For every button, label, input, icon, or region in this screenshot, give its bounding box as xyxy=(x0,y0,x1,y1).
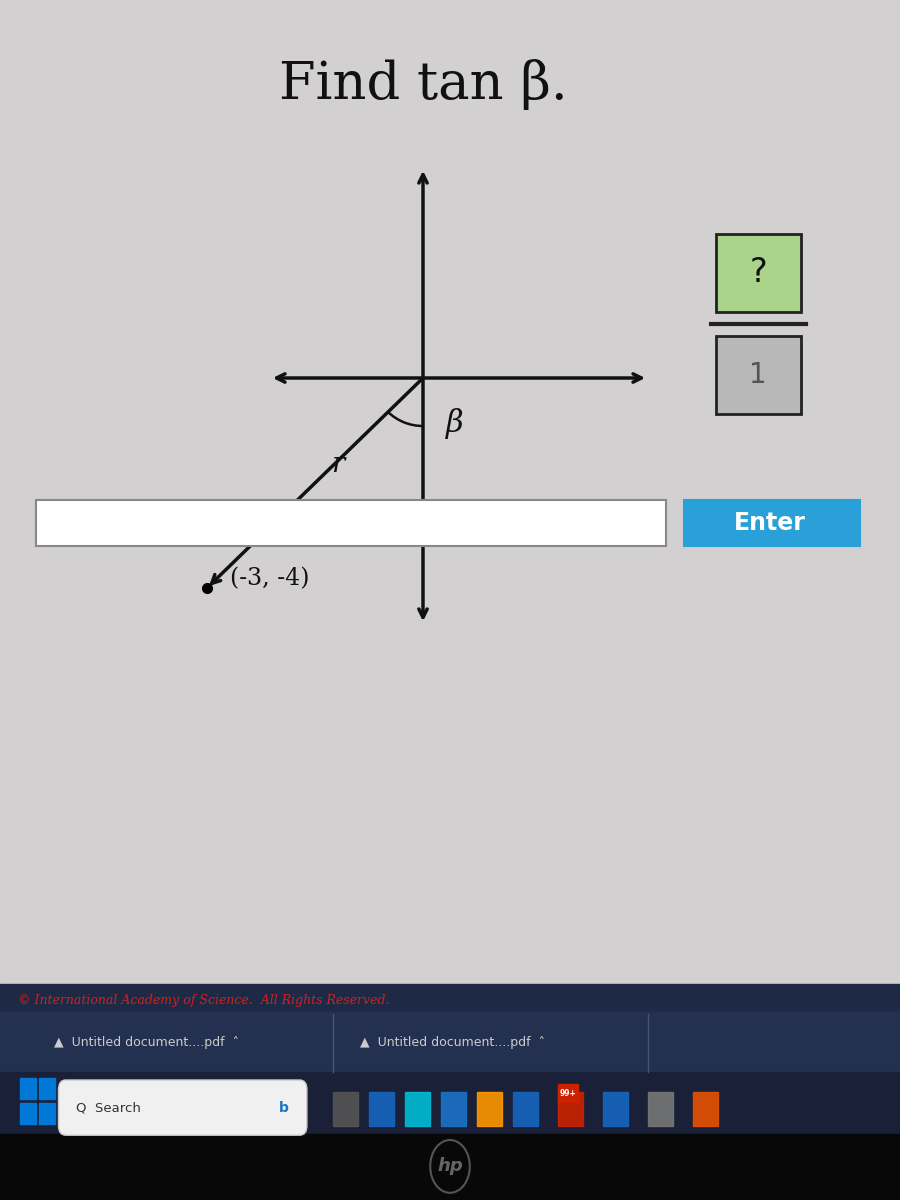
Text: b: b xyxy=(279,1100,288,1115)
Bar xyxy=(648,1092,673,1126)
Text: 99+: 99+ xyxy=(560,1088,576,1098)
Bar xyxy=(603,1092,628,1126)
Text: Find tan β.: Find tan β. xyxy=(279,59,567,109)
Bar xyxy=(39,1078,55,1099)
Bar xyxy=(477,1092,502,1126)
Text: ▲  Untitled document....pdf  ˄: ▲ Untitled document....pdf ˄ xyxy=(54,1037,238,1049)
Bar xyxy=(0,1134,900,1200)
Text: r: r xyxy=(331,451,344,479)
Text: β: β xyxy=(446,408,464,439)
Bar xyxy=(333,1092,358,1126)
FancyBboxPatch shape xyxy=(716,336,801,414)
Bar xyxy=(405,1092,430,1126)
FancyBboxPatch shape xyxy=(684,500,860,546)
Text: Q  Search: Q Search xyxy=(76,1102,141,1114)
Bar xyxy=(513,1092,538,1126)
Text: hp: hp xyxy=(437,1157,463,1176)
FancyBboxPatch shape xyxy=(58,1080,307,1135)
Bar xyxy=(369,1092,394,1126)
Bar xyxy=(0,0,900,486)
Bar xyxy=(20,1078,36,1099)
FancyBboxPatch shape xyxy=(716,234,801,312)
FancyBboxPatch shape xyxy=(36,500,666,546)
Bar xyxy=(0,1072,900,1134)
Text: 1: 1 xyxy=(750,361,767,389)
Text: (-3, -4): (-3, -4) xyxy=(230,566,309,590)
Bar xyxy=(558,1084,578,1102)
Text: ▲  Untitled document....pdf  ˄: ▲ Untitled document....pdf ˄ xyxy=(360,1037,544,1049)
Bar xyxy=(0,984,900,1014)
Bar xyxy=(693,1092,718,1126)
Bar xyxy=(558,1092,583,1126)
Bar xyxy=(0,0,900,486)
Text: Enter: Enter xyxy=(734,511,806,535)
Bar xyxy=(441,1092,466,1126)
Bar xyxy=(39,1103,55,1124)
Text: © International Academy of Science.  All Rights Reserved.: © International Academy of Science. All … xyxy=(18,994,390,1007)
Bar xyxy=(0,0,900,986)
Bar xyxy=(0,1012,900,1074)
Bar xyxy=(20,1103,36,1124)
Text: ?: ? xyxy=(750,257,767,289)
